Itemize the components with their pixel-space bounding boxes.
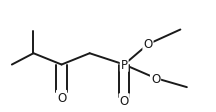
Text: O: O: [143, 38, 152, 51]
Text: O: O: [57, 91, 66, 104]
Text: O: O: [120, 94, 129, 107]
Text: P: P: [121, 58, 128, 71]
Text: O: O: [151, 72, 160, 85]
